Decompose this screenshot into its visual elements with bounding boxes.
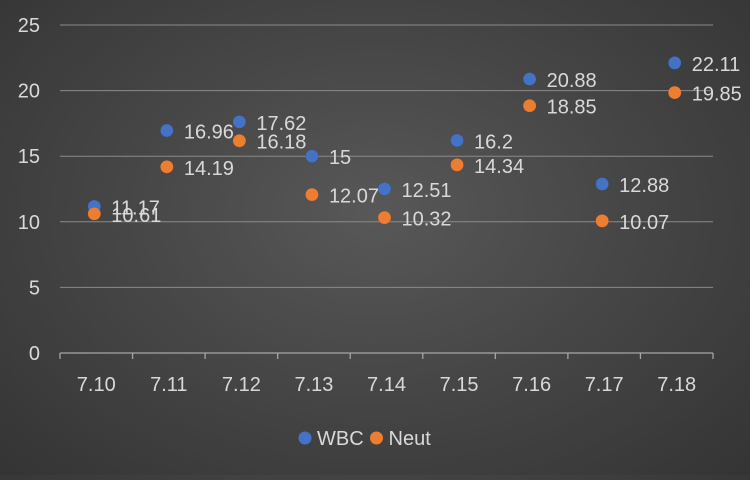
neut-data-label: 10.32: [402, 209, 452, 231]
y-tick-label: 15: [18, 146, 40, 168]
x-tick-label: 7.18: [657, 374, 696, 396]
x-tick-label: 7.16: [512, 374, 551, 396]
data-labels: 11.17 16.96 17.62 15 12.51 16.2 20.88 12.88 22.1…: [111, 54, 742, 234]
neut-point: [522, 98, 537, 113]
wbc-data-label: 22.11: [692, 54, 741, 76]
x-tick-label: 7.12: [222, 374, 261, 396]
y-tick-label: 5: [29, 277, 40, 299]
neut-data-label: 14.19: [184, 158, 234, 180]
wbc-legend-marker: [298, 431, 312, 445]
wbc-point: [232, 115, 247, 129]
neut-data-label: 10.61: [111, 205, 161, 227]
neut-data-label: 10.07: [619, 212, 669, 234]
axes: 0 5 10 15 20 25 7.10 7.11 7.12 7.13 7.14 7.15 7.16 7.…: [18, 15, 714, 396]
neut-point: [377, 210, 392, 225]
wbc-point: [160, 123, 174, 138]
neut-legend-label: Neut: [389, 428, 432, 450]
wbc-data-label: 16.2: [474, 131, 513, 153]
wbc-data-label: 11.17: [111, 197, 160, 219]
legend: WBC Neut: [298, 428, 432, 450]
data-points: [87, 56, 682, 228]
neut-data-label: 19.85: [692, 84, 742, 106]
wbc-data-label: 12.51: [402, 180, 452, 202]
neut-point: [667, 85, 682, 100]
wbc-data-label: 16.96: [184, 121, 234, 143]
wbc-point: [667, 56, 682, 70]
wbc-data-label: 17.62: [256, 113, 306, 135]
wbc-legend-label: WBC: [317, 428, 364, 450]
y-tick-label: 20: [18, 81, 40, 103]
wbc-point: [522, 72, 537, 86]
neut-point: [595, 214, 609, 228]
wbc-point: [450, 133, 464, 148]
neut-point: [305, 187, 319, 202]
wbc-data-label: 12.88: [619, 175, 669, 197]
neut-data-label: 14.34: [474, 156, 524, 178]
neut-data-label: 12.07: [329, 186, 379, 208]
neut-point: [450, 158, 464, 172]
x-tick-label: 7.13: [294, 374, 333, 396]
neut-point: [160, 160, 174, 174]
neut-data-label: 16.18: [256, 132, 306, 154]
neut-legend-marker: [370, 431, 383, 445]
y-tick-label: 10: [18, 212, 40, 234]
wbc-point: [305, 149, 319, 163]
y-tick-label: 25: [18, 15, 40, 37]
gridlines: [60, 24, 713, 288]
x-tick-label: 7.10: [77, 374, 116, 396]
neut-point: [87, 207, 102, 221]
wbc-data-label: 15: [329, 147, 351, 169]
y-tick-label: 0: [29, 343, 40, 365]
x-tick-label: 7.17: [585, 374, 624, 396]
wbc-point: [377, 182, 392, 196]
x-tick-label: 7.14: [367, 374, 406, 396]
x-tick-label: 7.15: [440, 374, 479, 396]
wbc-point: [595, 177, 609, 191]
x-tick-label: 7.11: [150, 374, 187, 396]
neut-point: [232, 133, 247, 148]
neut-data-label: 18.85: [547, 97, 597, 119]
wbc-data-label: 20.88: [547, 70, 597, 92]
